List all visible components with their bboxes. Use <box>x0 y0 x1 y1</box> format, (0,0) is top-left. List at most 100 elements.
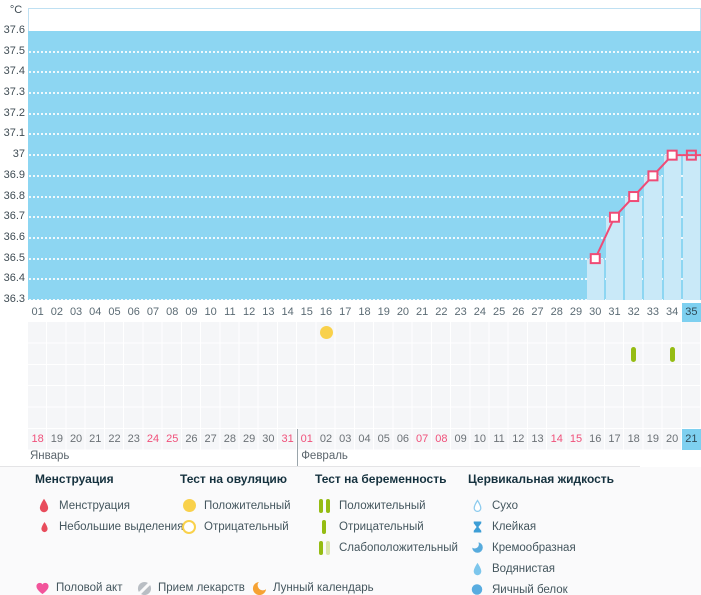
day-cell[interactable]: 15 <box>300 306 313 318</box>
legend-item-label: Кремообразная <box>492 541 576 554</box>
date-cell[interactable]: 30 <box>262 433 275 445</box>
gridline <box>29 195 699 198</box>
legend-footer-lunar-calendar: Лунный календарь <box>250 580 374 595</box>
date-cell[interactable]: 18 <box>627 433 640 445</box>
day-cell[interactable]: 14 <box>281 306 294 318</box>
day-cell[interactable]: 18 <box>358 306 371 318</box>
day-cell[interactable]: 35 <box>681 303 701 322</box>
day-cell[interactable]: 09 <box>185 306 198 318</box>
y-tick-label: 36.8 <box>3 189 25 202</box>
date-cell[interactable]: 15 <box>569 433 583 445</box>
date-cell[interactable]: 18 <box>31 433 44 445</box>
day-cell[interactable]: 13 <box>262 306 275 318</box>
legend-item-label: Прием лекарств <box>158 582 245 594</box>
day-cell[interactable]: 30 <box>589 306 602 318</box>
pregnancy-negative-marker[interactable] <box>669 346 675 362</box>
y-tick-label: 37.5 <box>3 44 25 57</box>
legend-item: Отрицательный <box>315 516 458 537</box>
day-cell[interactable]: 31 <box>608 306 621 318</box>
gridline <box>29 112 699 115</box>
date-cell[interactable]: 17 <box>608 433 621 445</box>
date-cell[interactable]: 20 <box>69 433 83 445</box>
date-cell[interactable]: 03 <box>339 433 352 445</box>
date-cell[interactable]: 05 <box>377 433 390 445</box>
legend-item-label: Водянистая <box>492 562 556 575</box>
day-cell[interactable]: 08 <box>166 306 179 318</box>
day-cell[interactable]: 21 <box>416 306 429 318</box>
day-cell[interactable]: 33 <box>646 306 660 318</box>
date-cell[interactable]: 31 <box>281 433 294 445</box>
date-cell[interactable]: 20 <box>666 433 679 445</box>
day-cell[interactable]: 16 <box>319 306 333 318</box>
date-cell[interactable]: 10 <box>473 433 486 445</box>
date-cell[interactable]: 21 <box>681 429 701 450</box>
legend-section-title: Цервикальная жидкость <box>468 472 615 486</box>
date-cell[interactable]: 16 <box>589 433 602 445</box>
date-cell[interactable]: 24 <box>146 433 160 445</box>
legend-item-label: Клейкая <box>492 520 537 533</box>
date-cell[interactable]: 19 <box>50 433 63 445</box>
date-cell[interactable]: 07 <box>416 433 429 445</box>
day-cell[interactable]: 11 <box>224 306 236 318</box>
month-label-january: Январь <box>30 450 70 462</box>
legend-section-title: Менструация <box>35 472 114 486</box>
date-cell[interactable]: 11 <box>493 433 505 445</box>
legend-footer-intercourse: Половой акт <box>33 580 122 595</box>
date-cell[interactable]: 27 <box>204 433 217 445</box>
date-cell[interactable]: 26 <box>185 433 198 445</box>
legend-item-label: Менструация <box>59 499 130 512</box>
day-cell[interactable]: 17 <box>339 306 352 318</box>
day-cell[interactable]: 01 <box>31 306 44 318</box>
day-cell[interactable]: 07 <box>146 306 160 318</box>
day-cell[interactable]: 24 <box>473 306 486 318</box>
temperature-column <box>682 155 700 300</box>
date-cell[interactable]: 21 <box>89 433 102 445</box>
day-cell[interactable]: 19 <box>377 306 390 318</box>
day-cell[interactable]: 05 <box>108 306 121 318</box>
pregnancy-negative-marker[interactable] <box>631 346 637 362</box>
day-cell[interactable]: 04 <box>89 306 102 318</box>
day-cell[interactable]: 06 <box>127 306 140 318</box>
date-cell[interactable]: 01 <box>300 433 313 445</box>
day-cell[interactable]: 29 <box>569 306 583 318</box>
day-cell[interactable]: 12 <box>242 306 256 318</box>
date-cell[interactable]: 25 <box>166 433 179 445</box>
date-cell[interactable]: 06 <box>396 433 410 445</box>
day-cell[interactable]: 22 <box>435 306 448 318</box>
date-cell[interactable]: 22 <box>108 433 121 445</box>
legend-footer-medication: Прием лекарств <box>135 580 245 595</box>
date-cell[interactable]: 28 <box>223 433 237 445</box>
gridline <box>29 174 699 177</box>
date-cell[interactable]: 04 <box>358 433 371 445</box>
day-cell[interactable]: 34 <box>666 306 679 318</box>
y-axis-unit-label: °C <box>9 4 23 16</box>
date-cell[interactable]: 12 <box>512 433 525 445</box>
day-cell[interactable]: 25 <box>492 306 506 318</box>
day-cell[interactable]: 26 <box>512 306 525 318</box>
date-cell[interactable]: 29 <box>242 433 256 445</box>
day-cell[interactable]: 23 <box>454 306 467 318</box>
day-cell[interactable]: 27 <box>531 306 544 318</box>
day-cell[interactable]: 02 <box>50 306 63 318</box>
day-cell[interactable]: 03 <box>69 306 83 318</box>
date-cell[interactable]: 08 <box>435 433 448 445</box>
double-green-bars-icon <box>315 498 333 513</box>
date-cell[interactable]: 23 <box>127 433 140 445</box>
day-cell[interactable]: 20 <box>396 306 410 318</box>
date-cell[interactable]: 14 <box>550 433 563 445</box>
date-cell[interactable]: 19 <box>646 433 660 445</box>
day-cell[interactable]: 28 <box>550 306 563 318</box>
date-cell[interactable]: 02 <box>319 433 333 445</box>
day-cell[interactable]: 32 <box>627 306 640 318</box>
drop-filled-icon <box>468 562 486 576</box>
y-tick-label: 36.7 <box>3 210 25 223</box>
legend-item: Водянистая <box>468 558 614 579</box>
date-cell[interactable]: 13 <box>531 433 544 445</box>
gridline <box>29 50 699 53</box>
y-tick-label: 36.6 <box>3 230 25 243</box>
day-cell[interactable]: 10 <box>204 306 217 318</box>
ovulation-positive-marker[interactable] <box>319 326 333 340</box>
y-tick-label: 36.4 <box>3 272 25 285</box>
heart-icon <box>33 581 51 595</box>
date-cell[interactable]: 09 <box>454 433 467 445</box>
